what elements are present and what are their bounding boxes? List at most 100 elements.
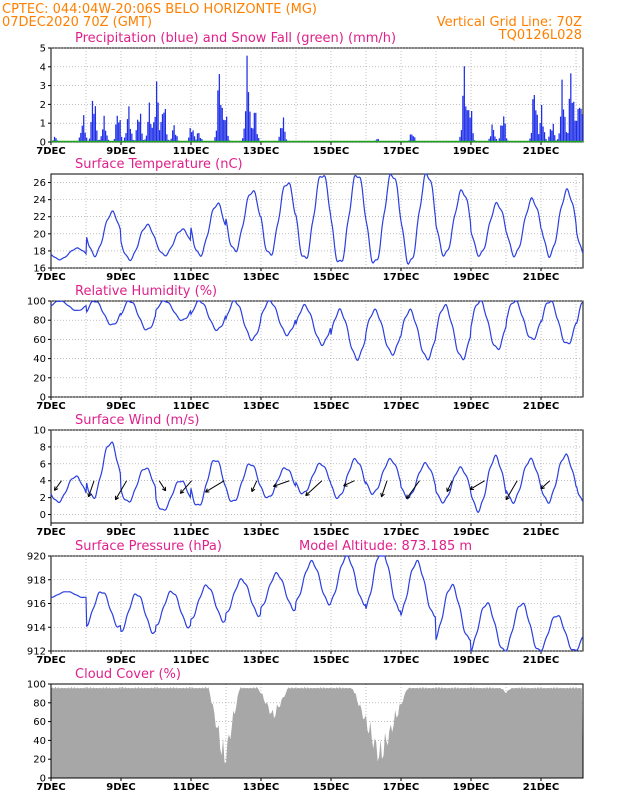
precip-bar bbox=[500, 125, 502, 142]
precip-bar bbox=[570, 73, 572, 142]
precip-bar bbox=[91, 100, 94, 142]
precip-bar bbox=[548, 136, 550, 142]
precip-bar bbox=[567, 133, 569, 142]
x-tick-label: 11DEC bbox=[173, 655, 209, 666]
wind-arrow-head bbox=[273, 485, 278, 488]
wind-arrow bbox=[505, 480, 518, 500]
panel-title: Cloud Cover (%) bbox=[75, 667, 181, 682]
y-tick-label: 60 bbox=[33, 335, 46, 346]
y-tick-label: 24 bbox=[33, 195, 46, 206]
x-tick-label: 9DEC bbox=[106, 782, 135, 793]
y-tick-label: 4 bbox=[40, 62, 46, 73]
precip-bar bbox=[462, 95, 464, 142]
precip-bar bbox=[571, 102, 573, 142]
precip-bar bbox=[218, 74, 220, 142]
precip-bar bbox=[83, 115, 85, 142]
precip-bar bbox=[409, 134, 412, 142]
wind-arrow-head bbox=[540, 484, 543, 489]
precip-bar bbox=[495, 138, 498, 142]
precip-bar bbox=[118, 122, 120, 142]
series-line bbox=[50, 173, 584, 265]
precip-bar bbox=[281, 128, 283, 142]
precip-bar bbox=[193, 136, 196, 142]
y-tick-label: 2 bbox=[40, 100, 46, 111]
precip-bar bbox=[220, 104, 222, 142]
wind-arrow bbox=[540, 480, 551, 490]
wind-arrow-head bbox=[540, 487, 545, 490]
precip-bar bbox=[198, 133, 200, 142]
x-tick-label: 7DEC bbox=[36, 146, 65, 157]
cloud-cover-area bbox=[51, 686, 583, 778]
precip-bar bbox=[577, 109, 579, 142]
precip-bar bbox=[412, 136, 414, 142]
x-tick-label: 17DEC bbox=[383, 146, 419, 157]
panel-title: Surface Temperature (nC) bbox=[75, 157, 243, 172]
precip-bar bbox=[158, 130, 161, 142]
precip-bar bbox=[94, 106, 97, 142]
x-tick-label: 9DEC bbox=[106, 272, 135, 283]
x-tick-label: 13DEC bbox=[243, 782, 279, 793]
y-tick-label: 918 bbox=[27, 575, 46, 586]
x-tick-label: 19DEC bbox=[453, 272, 489, 283]
precip-bar bbox=[249, 111, 251, 142]
panel-3: 100 80 60 40 20 07DEC 9DEC 11DEC 13DEC 15DEC 17DEC… bbox=[27, 284, 584, 412]
y-tick-label: 2 bbox=[40, 493, 46, 504]
precip-bar bbox=[539, 122, 541, 142]
wind-arrow bbox=[305, 480, 323, 496]
precip-bar bbox=[411, 134, 413, 142]
precip-bar bbox=[552, 123, 554, 142]
precip-bar bbox=[504, 123, 506, 142]
precip-bar bbox=[581, 114, 584, 142]
precip-bar bbox=[148, 102, 150, 142]
precip-bar bbox=[551, 130, 553, 142]
y-tick-label: 80 bbox=[33, 698, 46, 709]
wind-arrow bbox=[54, 480, 62, 491]
x-tick-label: 11DEC bbox=[173, 146, 209, 157]
x-tick-label: 15DEC bbox=[313, 655, 349, 666]
precip-bar bbox=[227, 135, 229, 142]
precip-bar bbox=[53, 136, 56, 142]
precip-bar bbox=[80, 132, 82, 142]
precip-bar bbox=[489, 136, 492, 142]
precip-bar bbox=[224, 120, 226, 142]
y-tick-label: 40 bbox=[33, 736, 46, 747]
precip-bar bbox=[468, 110, 470, 142]
panel-frame-overlay bbox=[50, 683, 584, 779]
wind-arrow-head bbox=[54, 488, 59, 491]
precip-bar bbox=[88, 138, 91, 142]
precip-bar bbox=[160, 122, 162, 142]
precip-bar bbox=[217, 90, 219, 142]
y-tick-label: 100 bbox=[27, 680, 46, 691]
precip-bar bbox=[472, 133, 474, 142]
y-tick-label: 16 bbox=[33, 264, 46, 275]
precip-bar bbox=[121, 136, 123, 142]
x-tick-label: 9DEC bbox=[106, 401, 135, 412]
precip-bar bbox=[574, 120, 576, 142]
header-model-id: TQ0126L028 bbox=[498, 28, 582, 43]
precip-bar bbox=[151, 127, 153, 142]
x-tick-label: 15DEC bbox=[313, 146, 349, 157]
precip-bar bbox=[498, 138, 500, 142]
panel-frame bbox=[50, 555, 584, 652]
precip-bar bbox=[558, 133, 560, 142]
precip-bar bbox=[150, 124, 152, 142]
precip-bar bbox=[100, 136, 102, 142]
precip-bar bbox=[81, 125, 83, 142]
panel-1: 5 4 3 2 1 07DEC 9DEC 11DEC 13DEC 15DEC 17DEC 19DEC 2… bbox=[36, 31, 584, 157]
panel-4: 10 8 6 4 2 0 7DEC 9DEC 11DEC 13DEC 15DEC 17DEC 19DEC… bbox=[33, 413, 584, 538]
series-line bbox=[50, 300, 583, 361]
panel-title: Surface Pressure (hPa) bbox=[75, 539, 222, 554]
y-tick-label: 18 bbox=[33, 246, 46, 257]
wind-arrow-head bbox=[380, 492, 382, 497]
x-tick-label: 17DEC bbox=[383, 527, 419, 538]
precip-bar bbox=[144, 139, 146, 142]
panel-frame bbox=[50, 47, 584, 143]
precip-bar bbox=[176, 136, 178, 142]
precip-bar bbox=[250, 127, 253, 142]
x-tick-label: 11DEC bbox=[173, 272, 209, 283]
precip-bar bbox=[223, 119, 225, 142]
precip-bar bbox=[376, 139, 378, 142]
x-tick-label: 15DEC bbox=[313, 272, 349, 283]
precip-bar bbox=[255, 112, 257, 142]
